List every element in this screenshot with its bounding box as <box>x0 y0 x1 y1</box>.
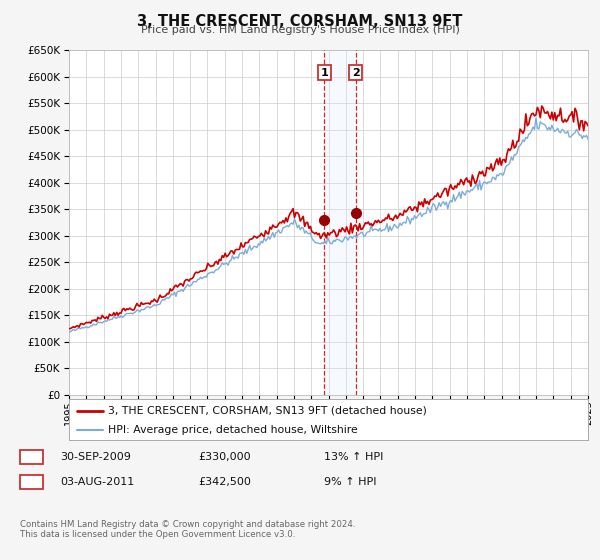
Text: 03-AUG-2011: 03-AUG-2011 <box>60 477 134 487</box>
Text: 30-SEP-2009: 30-SEP-2009 <box>60 452 131 462</box>
Text: 13% ↑ HPI: 13% ↑ HPI <box>324 452 383 462</box>
Text: Price paid vs. HM Land Registry's House Price Index (HPI): Price paid vs. HM Land Registry's House … <box>140 25 460 35</box>
Text: £330,000: £330,000 <box>198 452 251 462</box>
Text: £342,500: £342,500 <box>198 477 251 487</box>
Text: 3, THE CRESCENT, CORSHAM, SN13 9FT: 3, THE CRESCENT, CORSHAM, SN13 9FT <box>137 14 463 29</box>
Text: HPI: Average price, detached house, Wiltshire: HPI: Average price, detached house, Wilt… <box>108 424 358 435</box>
Text: 9% ↑ HPI: 9% ↑ HPI <box>324 477 377 487</box>
Text: 2: 2 <box>28 477 35 487</box>
Text: 2: 2 <box>352 68 360 78</box>
Text: Contains HM Land Registry data © Crown copyright and database right 2024.
This d: Contains HM Land Registry data © Crown c… <box>20 520 355 539</box>
Text: 1: 1 <box>28 452 35 462</box>
Text: 3, THE CRESCENT, CORSHAM, SN13 9FT (detached house): 3, THE CRESCENT, CORSHAM, SN13 9FT (deta… <box>108 405 427 416</box>
Text: 1: 1 <box>320 68 328 78</box>
Bar <box>324 50 356 395</box>
